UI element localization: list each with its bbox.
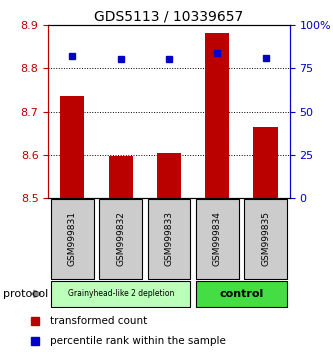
Bar (60, 96, 85, 198)
Title: GDS5113 / 10339657: GDS5113 / 10339657 (94, 10, 244, 24)
Bar (196, 199, 238, 279)
Bar (244, 199, 287, 279)
Bar (51, 199, 94, 279)
Bar (157, 153, 181, 198)
Text: control: control (219, 289, 263, 299)
Text: GSM999834: GSM999834 (213, 211, 222, 267)
Bar (253, 127, 278, 198)
Bar (196, 281, 287, 307)
Text: GSM999832: GSM999832 (116, 211, 125, 267)
Text: protocol: protocol (3, 289, 49, 299)
Text: transformed count: transformed count (50, 316, 148, 326)
Bar (100, 199, 142, 279)
Text: Grainyhead-like 2 depletion: Grainyhead-like 2 depletion (68, 289, 174, 298)
Bar (109, 156, 133, 198)
Text: GSM999833: GSM999833 (165, 211, 173, 267)
Bar (148, 199, 190, 279)
Bar (51, 281, 190, 307)
Bar (205, 33, 229, 198)
Text: GSM999831: GSM999831 (68, 211, 77, 267)
Text: percentile rank within the sample: percentile rank within the sample (50, 336, 226, 346)
Text: GSM999835: GSM999835 (261, 211, 270, 267)
